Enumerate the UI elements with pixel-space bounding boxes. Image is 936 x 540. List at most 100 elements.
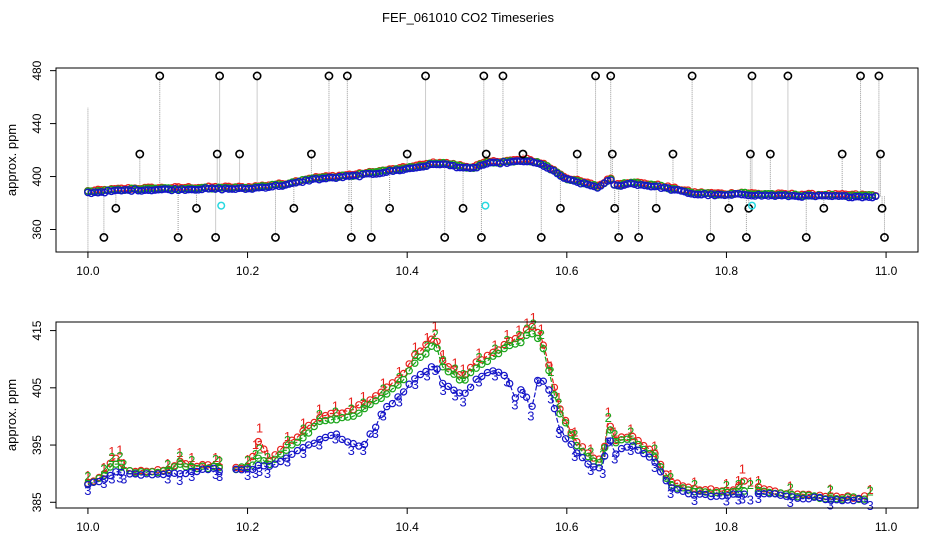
outlier-point xyxy=(155,71,165,81)
series-3-point xyxy=(567,440,575,448)
series-3-point xyxy=(243,465,251,473)
series-1-label: 1 xyxy=(100,460,107,475)
series-1-label: 1 xyxy=(252,437,259,452)
series3-point xyxy=(677,187,686,195)
series-1-label: 1 xyxy=(423,330,430,345)
series-3-label: 3 xyxy=(535,374,542,389)
series-2-point xyxy=(595,459,603,467)
series-3-point xyxy=(517,386,525,394)
series3-point xyxy=(419,162,427,171)
series-1-label: 1 xyxy=(244,452,251,467)
series-3-point xyxy=(545,386,553,394)
series-3-label: 3 xyxy=(459,394,466,409)
series-3-label: 3 xyxy=(555,426,562,441)
bottom-panel-frame xyxy=(55,321,919,509)
series3-point xyxy=(379,169,387,177)
series-3-label: 3 xyxy=(547,392,554,407)
outlier-point xyxy=(741,233,751,242)
outlier-point xyxy=(192,203,201,213)
outlier-point xyxy=(271,233,280,242)
series-1-label: 1 xyxy=(599,444,606,459)
series-2-label: 2 xyxy=(244,453,251,468)
series-2-label: 2 xyxy=(723,478,730,493)
series-3-point xyxy=(100,475,109,483)
series-1-point xyxy=(539,341,548,349)
x-tick-label: 11.0 xyxy=(875,520,898,534)
series-3-point xyxy=(112,468,120,476)
series-2-label: 2 xyxy=(423,339,430,354)
series-2-label: 2 xyxy=(316,407,323,422)
outlier-point xyxy=(880,233,889,242)
series-1-point xyxy=(528,322,536,331)
series-1-label: 1 xyxy=(264,447,271,462)
series-2-point xyxy=(260,457,268,465)
series-3-point xyxy=(656,468,665,476)
series-3-point xyxy=(405,380,413,388)
outlier-point xyxy=(607,149,617,159)
series-3-point xyxy=(634,446,642,454)
series-3-point xyxy=(106,471,115,480)
series-3-point xyxy=(209,464,218,472)
series-3-point xyxy=(578,453,587,462)
series-3-label: 3 xyxy=(527,409,534,424)
series-2-label: 2 xyxy=(503,333,510,348)
series-2-label: 2 xyxy=(84,469,91,484)
series-1-point xyxy=(545,361,553,369)
series-1-label: 1 xyxy=(459,361,466,376)
series3-point xyxy=(583,180,592,189)
series-2-point xyxy=(561,419,570,427)
series-1-label: 1 xyxy=(491,337,498,352)
series-2-label: 2 xyxy=(252,447,259,462)
series-2-point xyxy=(304,429,313,437)
series-2-label: 2 xyxy=(360,396,367,411)
series-2-point xyxy=(567,431,575,439)
series3-point xyxy=(476,161,484,170)
series-2-line xyxy=(87,333,868,501)
series-2-point xyxy=(366,400,374,409)
series-2-point xyxy=(539,344,548,353)
series-2-label: 2 xyxy=(264,450,271,465)
bottom-panel-ylabel: approx. ppm xyxy=(4,379,19,451)
series-1-label: 1 xyxy=(451,356,458,371)
series-2-point xyxy=(450,370,458,378)
outlier-point xyxy=(614,233,624,242)
series-1-label: 1 xyxy=(380,376,387,391)
series-3-point xyxy=(310,439,318,447)
series-2-point xyxy=(360,404,369,413)
series-3-label: 3 xyxy=(372,426,379,441)
series-2-point xyxy=(399,375,408,384)
series-3-label: 3 xyxy=(866,498,873,513)
series-1-label: 1 xyxy=(866,482,873,497)
outlier-point xyxy=(706,233,715,242)
series-3-label: 3 xyxy=(691,493,698,508)
series-2-point xyxy=(377,394,385,403)
series-2-label: 2 xyxy=(827,483,834,498)
series-2-label: 2 xyxy=(412,347,419,362)
series-2-label: 2 xyxy=(332,404,339,419)
series-3-point xyxy=(718,492,726,500)
outlier-point xyxy=(421,71,430,81)
series-3-label: 3 xyxy=(84,483,91,498)
series-1-label: 1 xyxy=(284,429,291,444)
series-3-label: 3 xyxy=(747,492,754,507)
series-2-label: 2 xyxy=(284,433,291,448)
series-3-point xyxy=(372,423,380,431)
series-1-label: 1 xyxy=(523,316,530,331)
series-1-point xyxy=(735,481,743,490)
series3-point xyxy=(560,174,568,182)
series-3-label: 3 xyxy=(252,466,259,481)
series-2-point xyxy=(601,444,609,452)
series3-point xyxy=(650,182,659,191)
series-3-label: 3 xyxy=(216,469,223,484)
x-tick-label: 10.4 xyxy=(396,520,420,534)
outlier-point xyxy=(99,233,109,242)
series-3-label: 3 xyxy=(100,476,107,491)
series-1-label: 1 xyxy=(439,347,446,362)
series-3-point xyxy=(651,458,659,466)
series-2-point xyxy=(349,412,357,420)
series-2-point xyxy=(718,488,726,496)
series-2-point xyxy=(494,349,503,358)
outlier-point xyxy=(668,149,678,159)
series-3-point xyxy=(248,465,257,474)
